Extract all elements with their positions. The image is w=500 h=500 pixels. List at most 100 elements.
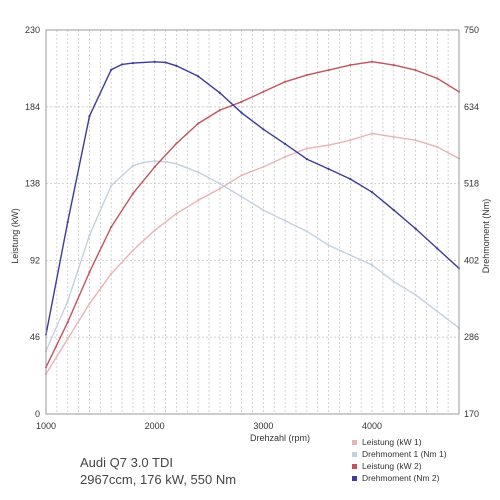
data-point (305, 147, 308, 150)
data-point (327, 68, 330, 72)
x-tick-label: 1000 (36, 421, 56, 431)
data-point (110, 68, 113, 71)
x-axis-label: Drehzahl (rpm) (250, 433, 310, 443)
data-point (240, 174, 243, 177)
y-tick-label-right: 634 (464, 102, 479, 112)
data-point (218, 187, 221, 190)
y-tick-label-left: 46 (30, 332, 40, 342)
data-point (240, 111, 243, 114)
legend-label: Drehmoment (Nm 2) (362, 473, 440, 483)
data-point (66, 300, 69, 303)
legend-swatch (352, 452, 357, 457)
data-point (414, 293, 417, 296)
caption-model: Audi Q7 3.0 TDI (80, 455, 173, 470)
data-point (262, 90, 265, 93)
data-point (284, 142, 287, 145)
legend: Leistung (kW 1) Drehmoment 1 (Nm 1) Leistu… (352, 437, 447, 483)
data-point (218, 91, 221, 94)
series-points-4 (44, 60, 461, 336)
data-point (262, 128, 265, 131)
data-point (153, 60, 156, 63)
data-point (305, 73, 308, 77)
data-point (436, 77, 439, 80)
data-point (240, 195, 243, 198)
data-point (88, 114, 91, 118)
data-point (349, 63, 352, 67)
data-point (110, 272, 113, 275)
data-point (305, 230, 308, 233)
y-tick-label-right: 750 (464, 25, 479, 35)
data-point (284, 155, 287, 158)
grid (46, 30, 459, 414)
series-points-1 (44, 132, 461, 376)
data-point (88, 270, 91, 274)
data-point (153, 229, 156, 232)
series-line-3 (45, 61, 460, 368)
data-point (131, 192, 135, 195)
data-point (414, 227, 417, 230)
data-point (284, 80, 287, 83)
data-point (66, 220, 69, 224)
series-line-4 (45, 61, 460, 335)
data-point (66, 337, 69, 340)
data-point (175, 162, 178, 165)
data-point (414, 139, 417, 142)
series-line-1 (45, 132, 460, 375)
data-point (392, 63, 395, 67)
data-point (110, 184, 113, 187)
plot-frame (45, 29, 460, 415)
data-point (349, 177, 352, 181)
series-lines (44, 60, 461, 376)
data-point (218, 182, 221, 185)
data-point (197, 171, 200, 174)
data-point (120, 63, 124, 66)
data-point (370, 191, 374, 194)
data-point (153, 159, 156, 163)
data-point (131, 249, 135, 252)
x-tick-label: 4000 (362, 421, 382, 431)
data-point (131, 164, 135, 167)
data-point (66, 321, 69, 324)
y-tick-label-right: 518 (464, 179, 479, 189)
data-point (197, 199, 200, 202)
data-point (262, 165, 265, 169)
data-point (197, 122, 200, 125)
data-point (349, 254, 352, 257)
data-point (88, 234, 91, 237)
data-point (88, 302, 91, 305)
data-point (164, 160, 167, 163)
data-point (284, 219, 287, 222)
data-point (175, 64, 178, 67)
caption-specs: 2967ccm, 176 kW, 550 Nm (80, 472, 237, 487)
legend-swatch (352, 440, 357, 445)
data-point (327, 144, 330, 147)
y-tick-label-right: 170 (464, 409, 479, 419)
y-tick-label-left: 230 (25, 25, 40, 35)
data-point (131, 62, 135, 65)
legend-swatch (352, 464, 357, 469)
data-point (370, 60, 374, 63)
legend-label: Drehmoment 1 (Nm 1) (362, 449, 447, 459)
y-tick-label-right: 402 (464, 255, 479, 265)
data-point (436, 247, 439, 250)
data-point (153, 165, 156, 169)
y-tick-label-left: 92 (30, 255, 40, 265)
legend-label: Leistung (kW 1) (362, 437, 422, 447)
data-point (392, 208, 395, 212)
data-point (175, 142, 178, 145)
data-point (349, 139, 352, 142)
y-axis-label-left: Leistung (kW) (10, 208, 20, 264)
data-point (414, 68, 417, 72)
series-points-3 (44, 60, 461, 369)
data-point (436, 310, 439, 313)
data-point (370, 263, 374, 267)
data-point (164, 61, 167, 64)
y-tick-label-left: 0 (35, 409, 40, 419)
legend-swatch (352, 476, 357, 481)
data-point (240, 100, 243, 103)
y-tick-label-left: 184 (25, 102, 40, 112)
data-point (370, 132, 374, 135)
data-point (197, 75, 200, 78)
data-point (142, 161, 145, 164)
